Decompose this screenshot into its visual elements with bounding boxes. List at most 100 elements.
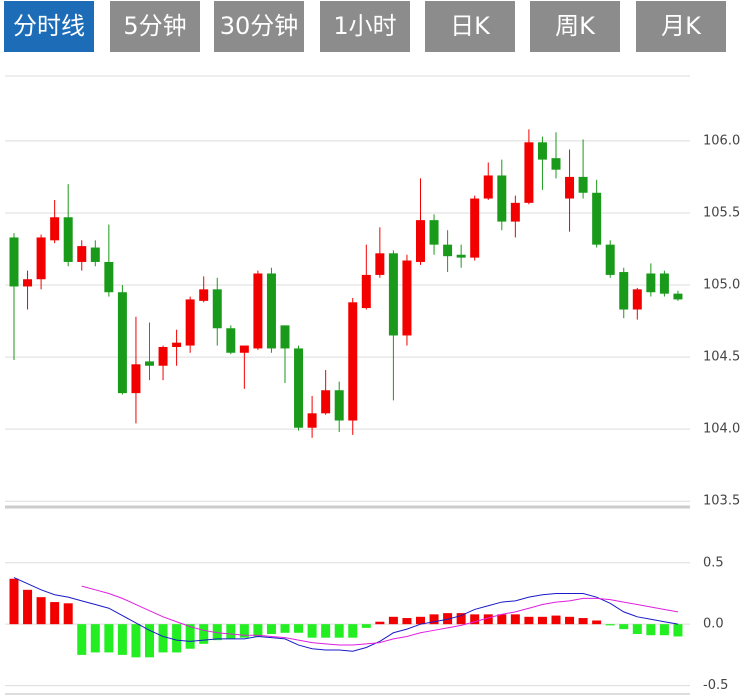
macd-bar [483, 614, 493, 625]
macd-bar [185, 624, 195, 649]
tab[interactable]: 日K [425, 1, 515, 52]
candle-body [659, 273, 669, 294]
candle-body [565, 176, 575, 199]
candle-body [524, 142, 534, 203]
candle-body [361, 274, 371, 309]
y-tick-label: 106.0 [703, 133, 740, 148]
y-tick-label: 103.5 [703, 494, 740, 509]
macd-bar [253, 624, 263, 637]
candle-body [104, 261, 114, 293]
macd-bar [212, 624, 222, 641]
macd-bar [375, 621, 385, 625]
macd-bar [619, 624, 629, 630]
macd-bar [348, 624, 358, 638]
candle-body [117, 292, 127, 394]
macd-bar [77, 624, 87, 655]
macd-bar [537, 616, 547, 625]
candle-body [497, 175, 507, 222]
macd-bar [117, 624, 127, 655]
candle-body [212, 289, 222, 329]
macd-bar [158, 624, 168, 653]
macd-line [81, 585, 679, 646]
tab[interactable]: 1小时 [320, 1, 410, 52]
macd-bar [334, 624, 344, 638]
candle-body [334, 390, 344, 421]
tab[interactable]: 分时线 [4, 1, 94, 52]
candle-body [443, 244, 453, 257]
macd-bar [145, 624, 154, 658]
candle-body [23, 279, 33, 287]
candle-body [9, 237, 19, 287]
candle-body [388, 253, 398, 336]
macd-bar [239, 624, 249, 638]
candle-body [375, 253, 385, 275]
tab[interactable]: 5分钟 [110, 1, 200, 52]
macd-bar [592, 620, 602, 625]
candle-body [253, 273, 263, 349]
macd-bar [673, 624, 683, 637]
candle-body [348, 302, 358, 421]
tab[interactable]: 周K [530, 1, 620, 52]
y-tick-label: -0.5 [703, 678, 728, 693]
tab[interactable]: 30分钟 [214, 1, 304, 52]
candle-body [321, 390, 331, 414]
macd-bar [23, 589, 33, 625]
macd-line [13, 577, 679, 652]
candle-body [510, 202, 520, 222]
macd-bar [443, 613, 453, 625]
candle-body [77, 246, 87, 262]
macd-bar [36, 597, 46, 625]
macd-bar [497, 614, 507, 625]
y-tick-label: 105.5 [703, 205, 740, 220]
y-tick-label: 104.5 [703, 350, 740, 365]
candle-body [185, 299, 195, 346]
candle-body [646, 273, 656, 293]
macd-bar [50, 602, 60, 625]
macd-bar [361, 624, 371, 628]
candle-body [145, 361, 154, 366]
candle-body [172, 342, 182, 347]
macd-bar [429, 614, 439, 625]
macd-bar [63, 603, 73, 625]
macd-bar [524, 616, 534, 625]
macd-bar [456, 613, 466, 625]
macd-bar [172, 624, 182, 653]
candle-body [158, 346, 168, 366]
macd-bar [659, 624, 669, 636]
candle-body [429, 220, 439, 245]
candle-body [307, 413, 317, 428]
y-tick-label: 0.0 [703, 617, 724, 632]
macd-bar [280, 624, 290, 633]
macd-bar [388, 616, 398, 625]
candle-body [456, 254, 466, 258]
candle-body [50, 217, 60, 241]
candle-body [416, 220, 425, 262]
macd-bar [578, 618, 588, 625]
macd-bar [551, 615, 561, 625]
macd-bar [402, 618, 412, 625]
candle-body [280, 325, 290, 349]
candle-body [605, 244, 615, 275]
macd-bar [416, 616, 425, 625]
candle-body [402, 260, 412, 336]
candle-body [131, 364, 141, 394]
macd-bar [307, 624, 317, 638]
y-tick-label: 0.5 [703, 555, 724, 570]
candle-body [592, 192, 602, 245]
macd-bar [470, 614, 480, 625]
candle-body [226, 328, 236, 353]
candle-body [90, 247, 100, 262]
macd-bar [266, 624, 276, 634]
macd-bar [104, 624, 114, 653]
macd-bar [646, 624, 656, 636]
candle-body [619, 272, 629, 310]
macd-bar [632, 624, 642, 634]
macd-bar [510, 614, 520, 625]
y-tick-label: 104.0 [703, 422, 740, 437]
candle-body [551, 158, 561, 170]
tab[interactable]: 月K [636, 1, 726, 52]
candle-body [294, 348, 304, 428]
macd-bar [605, 624, 615, 626]
macd-bar [321, 624, 331, 638]
